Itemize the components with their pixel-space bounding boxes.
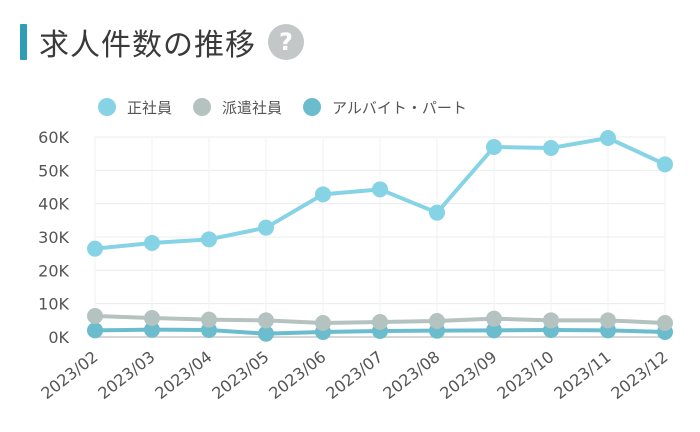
y-tick-label: 0K	[48, 328, 69, 347]
y-tick-label: 10K	[38, 295, 69, 314]
help-icon[interactable]: ?	[268, 24, 304, 60]
x-tick-label: 2023/11	[550, 347, 614, 403]
legend-marker	[193, 98, 212, 116]
x-tick-label: 2023/09	[436, 347, 500, 403]
data-point	[201, 311, 217, 328]
data-point	[87, 308, 103, 324]
x-tick-label: 2023/03	[94, 347, 158, 403]
data-point	[657, 156, 673, 173]
y-tick-label: 50K	[38, 161, 69, 180]
y-tick-label: 20K	[38, 261, 69, 280]
legend-label: 正社員	[127, 99, 172, 117]
x-tick-label: 2023/08	[379, 347, 443, 403]
legend-label: 派遣社員	[222, 99, 282, 117]
legend-marker	[98, 98, 116, 116]
title-accent-bar	[20, 24, 27, 60]
data-point	[144, 321, 160, 338]
data-point	[258, 312, 274, 329]
x-tick-label: 2023/07	[322, 347, 386, 403]
data-point	[600, 130, 616, 146]
data-point	[372, 181, 388, 198]
chart-header: 求人件数の推移 ?	[20, 22, 304, 63]
y-tick-label: 30K	[38, 228, 69, 247]
data-point	[543, 312, 559, 329]
data-point	[429, 313, 445, 329]
data-point	[486, 139, 502, 155]
x-tick-label: 2023/02	[37, 347, 101, 403]
data-point	[657, 315, 673, 331]
data-point	[315, 315, 331, 331]
data-point	[315, 186, 331, 203]
data-point	[144, 235, 160, 251]
data-point	[600, 312, 616, 329]
data-point	[486, 310, 502, 327]
y-tick-label: 60K	[38, 128, 69, 147]
data-point	[486, 322, 502, 339]
data-point	[201, 231, 217, 248]
data-point	[258, 219, 274, 236]
x-tick-label: 2023/10	[493, 347, 557, 403]
legend-label: アルバイト・パート	[332, 99, 467, 117]
data-point	[87, 322, 103, 339]
legend-marker	[303, 98, 322, 116]
data-point	[87, 240, 103, 257]
data-point	[429, 204, 445, 221]
data-point	[258, 325, 274, 342]
x-tick-label: 2023/05	[208, 347, 272, 403]
data-point	[543, 140, 559, 156]
y-tick-label: 40K	[38, 195, 69, 214]
x-tick-label: 2023/12	[607, 347, 671, 403]
data-point	[372, 314, 388, 330]
chart-title: 求人件数の推移	[39, 28, 256, 63]
x-tick-label: 2023/04	[151, 347, 215, 403]
x-tick-label: 2023/06	[265, 347, 329, 403]
data-point	[144, 310, 160, 326]
